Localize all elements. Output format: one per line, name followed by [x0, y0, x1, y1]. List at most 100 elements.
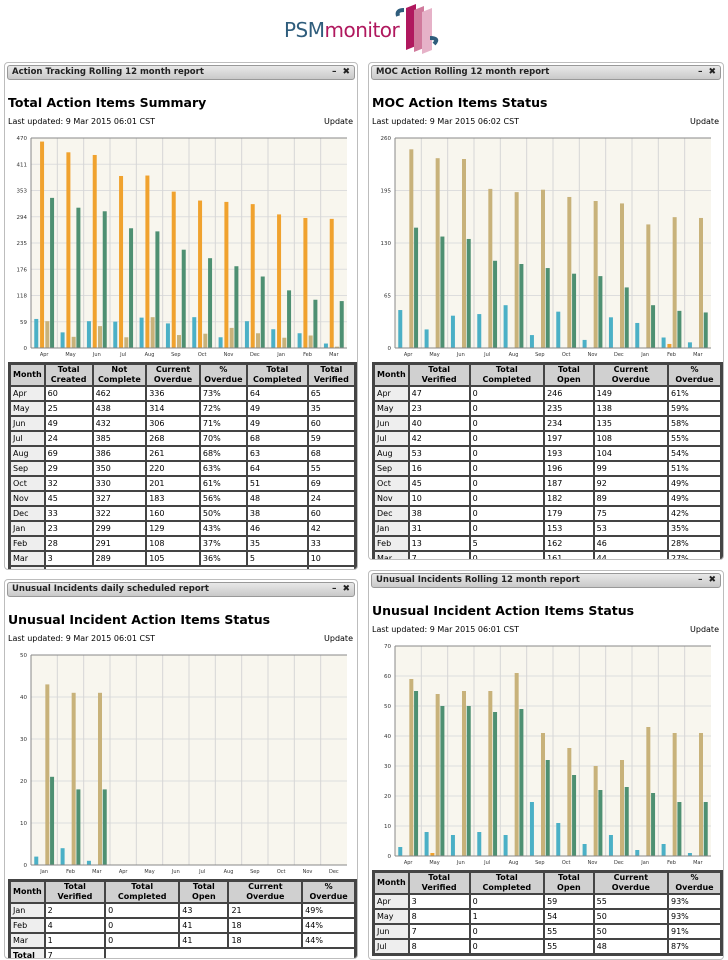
bar-green-mar [703, 802, 708, 856]
x-tick-label: Aug [509, 860, 519, 866]
value-cell: 50 [593, 909, 668, 924]
bar-green-nov [598, 276, 603, 348]
value-cell: 89 [593, 491, 668, 506]
report-heading: Unusual Incident Action Items Status [8, 612, 271, 627]
update-link[interactable]: Update [324, 634, 353, 643]
x-tick-label: Dec [329, 869, 339, 875]
value-cell: 58% [668, 416, 721, 431]
total-label: Total [10, 566, 45, 569]
value-cell: 24 [307, 491, 355, 506]
y-tick-label: 118 [17, 294, 28, 300]
value-cell: 99 [593, 461, 668, 476]
value-cell: 49% [668, 491, 721, 506]
table-row: Mar 3 289 105 36% 5 10 [10, 551, 355, 566]
bar-orange-oct [198, 200, 203, 348]
column-header: Current Overdue [228, 881, 303, 903]
close-icon[interactable]: ✖ [708, 575, 716, 585]
bar-verified-oct [556, 311, 561, 348]
column-header: Total Verified [408, 872, 470, 894]
value-cell: 108 [146, 536, 200, 551]
bar-tan-feb [71, 692, 76, 865]
bar-verified-mar [86, 860, 91, 865]
value-cell: 201 [146, 476, 200, 491]
panel-unusual-incidents-rolling: Unusual Incidents Rolling 12 month repor… [368, 570, 724, 960]
bar-orange-feb [303, 217, 308, 348]
close-icon[interactable]: ✖ [708, 67, 716, 77]
bar-tan-jul [488, 691, 493, 856]
bar-tan-nov [229, 327, 234, 348]
close-icon[interactable]: ✖ [342, 584, 350, 594]
value-cell: 0 [469, 401, 545, 416]
column-header: Total Open [544, 872, 594, 894]
bar-verified-jan [635, 322, 640, 348]
bar-verified-sep [529, 335, 534, 348]
month-cell: Nov [10, 491, 45, 506]
column-header: % Overdue [302, 881, 355, 903]
value-cell: 46 [593, 536, 668, 551]
value-cell: 61% [199, 476, 247, 491]
close-icon[interactable]: ✖ [342, 67, 350, 77]
table-row: Apr 60 462 336 73% 64 65 [10, 386, 355, 401]
value-cell: 179 [544, 506, 594, 521]
value-cell: 55 [307, 461, 355, 476]
panel-title-bar[interactable]: Unusual Incidents daily scheduled report… [7, 582, 355, 597]
value-cell: 3 [44, 551, 93, 566]
value-cell: 41 [179, 918, 229, 933]
report-table: Month Total Verified Total Completed Total … [8, 879, 357, 958]
value-cell: 314 [146, 401, 200, 416]
value-cell: 60 [307, 416, 355, 431]
table-row: May 8 1 54 50 93% [374, 909, 721, 924]
x-tick-label: Dec [614, 352, 624, 358]
bar-orange-jul [119, 175, 124, 348]
minimize-icon[interactable]: – [697, 575, 703, 585]
panel-title-bar[interactable]: MOC Action Rolling 12 month report – ✖ [371, 65, 721, 80]
value-cell: 7 [408, 551, 470, 559]
bar-tan-sep [540, 733, 545, 856]
update-link[interactable]: Update [690, 625, 719, 634]
panel-controls: – ✖ [326, 66, 350, 79]
update-link[interactable]: Update [324, 117, 353, 126]
report-table: Month Total Verified Total Completed Total … [372, 870, 723, 956]
value-cell: 93% [668, 909, 721, 924]
minimize-icon[interactable]: – [331, 584, 337, 594]
column-header: % Overdue [199, 364, 247, 386]
update-link[interactable]: Update [690, 117, 719, 126]
last-updated-text: Last updated: 9 Mar 2015 06:02 CST [372, 117, 520, 126]
bar-tan-apr [409, 149, 414, 348]
y-tick-label: 60 [384, 674, 391, 680]
panel-title-bar[interactable]: Unusual Incidents Rolling 12 month repor… [371, 573, 721, 588]
month-cell: Jun [374, 924, 409, 939]
y-tick-label: 20 [384, 794, 391, 800]
month-cell: Sep [374, 461, 409, 476]
y-tick-label: 65 [384, 294, 391, 300]
bar-verified-feb [661, 844, 666, 856]
panel-title-bar[interactable]: Action Tracking Rolling 12 month report –… [7, 65, 355, 80]
value-cell: 3 [408, 894, 470, 909]
bar-green-sep [181, 249, 186, 348]
month-cell: May [10, 401, 45, 416]
value-cell: 261 [146, 446, 200, 461]
column-header: Month [374, 872, 409, 894]
x-tick-label: Aug [145, 352, 155, 358]
minimize-icon[interactable]: – [331, 67, 337, 77]
bar-green-nov [234, 266, 239, 348]
bar-tan-apr [409, 679, 414, 856]
value-cell: 306 [146, 416, 200, 431]
bar-green-mar [339, 301, 344, 348]
value-cell: 92 [593, 476, 668, 491]
month-cell: Oct [374, 476, 409, 491]
bar-green-jun [466, 706, 471, 856]
report-heading: MOC Action Items Status [372, 95, 548, 110]
bar-green-aug [519, 709, 524, 856]
column-header: Total Verified [44, 881, 106, 903]
last-updated-row: Last updated: 9 Mar 2015 06:01 CST Update [8, 117, 353, 127]
y-tick-label: 70 [384, 644, 391, 650]
minimize-icon[interactable]: – [697, 67, 703, 77]
value-cell: 73% [199, 386, 247, 401]
value-cell: 45 [408, 476, 470, 491]
column-header: Month [10, 881, 45, 903]
report-table: Month Total Created Not Complete Current Ov… [8, 362, 357, 569]
value-cell: 4 [44, 918, 106, 933]
x-tick-label: May [144, 869, 154, 875]
value-cell: 33 [44, 506, 93, 521]
